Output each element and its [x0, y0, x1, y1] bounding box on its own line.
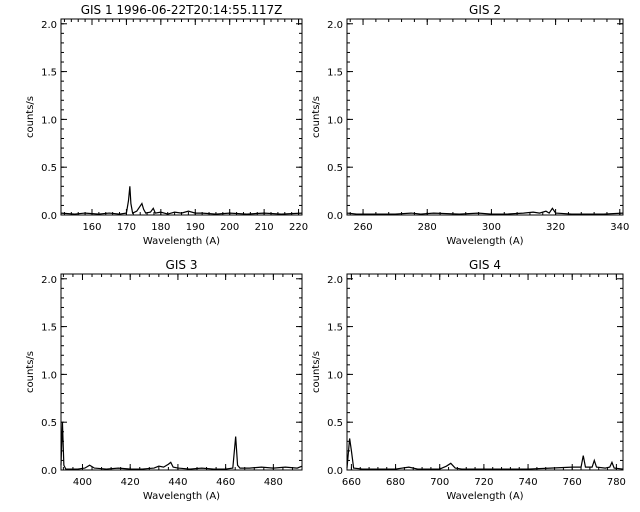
plot-frame-2	[346, 18, 624, 216]
y-tick-label: 1.0	[327, 370, 343, 381]
y-tick-label: 2.0	[41, 275, 57, 286]
y-tick-label: 2.0	[41, 20, 57, 31]
y-tick-label: 1.5	[327, 323, 343, 334]
chart-title-4: GIS 4	[469, 258, 501, 272]
x-tick-label: 340	[610, 222, 629, 233]
x-tick-label: 440	[168, 477, 187, 488]
x-tick-label: 320	[546, 222, 565, 233]
y-tick-label: 0.0	[327, 211, 343, 222]
y-tick-label: 1.5	[41, 68, 57, 79]
x-tick-label: 280	[418, 222, 437, 233]
y-tick-label: 1.5	[327, 68, 343, 79]
x-axis-label: Wavelength (A)	[446, 491, 523, 502]
x-tick-label: 740	[519, 477, 538, 488]
x-tick-label: 220	[289, 222, 308, 233]
y-tick-label: 0.0	[41, 466, 57, 477]
spectrum-line	[346, 207, 624, 215]
x-tick-label: 170	[117, 222, 136, 233]
x-tick-label: 210	[255, 222, 274, 233]
y-axis-label: counts/s	[311, 96, 322, 138]
x-tick-label: 160	[82, 222, 101, 233]
x-axis-label: Wavelength (A)	[143, 236, 220, 247]
x-tick-label: 760	[563, 477, 582, 488]
x-tick-label: 460	[216, 477, 235, 488]
plot-frame-1	[60, 18, 303, 216]
y-tick-label: 0.0	[41, 211, 57, 222]
spectrum-line	[60, 422, 303, 470]
y-axis-label: counts/s	[311, 351, 322, 393]
y-tick-label: 2.0	[327, 275, 343, 286]
y-tick-label: 2.0	[327, 20, 343, 31]
x-tick-label: 260	[353, 222, 372, 233]
y-tick-label: 1.0	[41, 115, 57, 126]
y-tick-label: 1.5	[41, 323, 57, 334]
x-tick-label: 700	[430, 477, 449, 488]
x-tick-label: 300	[482, 222, 501, 233]
chart-title-3: GIS 3	[166, 258, 198, 272]
x-tick-label: 480	[264, 477, 283, 488]
x-tick-label: 660	[342, 477, 361, 488]
y-tick-label: 1.0	[327, 115, 343, 126]
x-tick-label: 180	[151, 222, 170, 233]
y-tick-label: 0.5	[41, 418, 57, 429]
x-axis-label: Wavelength (A)	[143, 491, 220, 502]
spectrum-line	[346, 438, 624, 470]
plot-frame-3	[60, 273, 303, 471]
x-tick-label: 190	[186, 222, 205, 233]
x-tick-label: 200	[220, 222, 239, 233]
chart-title-1: GIS 1 1996-06-22T20:14:55.117Z	[81, 3, 283, 17]
x-axis-label: Wavelength (A)	[446, 236, 523, 247]
chart-title-2: GIS 2	[469, 3, 501, 17]
x-tick-label: 400	[73, 477, 92, 488]
x-tick-label: 680	[386, 477, 405, 488]
x-tick-label: 420	[121, 477, 140, 488]
y-tick-label: 0.5	[41, 163, 57, 174]
y-axis-label: counts/s	[25, 96, 36, 138]
y-axis-label: counts/s	[25, 351, 36, 393]
y-tick-label: 0.0	[327, 466, 343, 477]
y-tick-label: 0.5	[327, 163, 343, 174]
y-tick-label: 1.0	[41, 370, 57, 381]
plot-frame-4	[346, 273, 624, 471]
x-tick-label: 780	[607, 477, 626, 488]
y-tick-label: 0.5	[327, 418, 343, 429]
x-tick-label: 720	[474, 477, 493, 488]
spectrum-line	[60, 186, 303, 215]
